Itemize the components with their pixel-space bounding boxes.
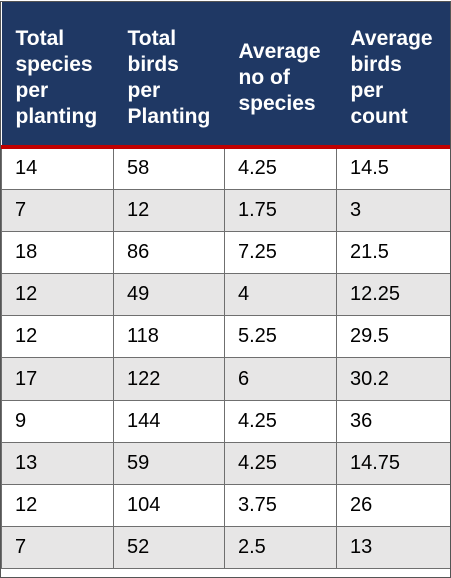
table-cell: 58 <box>113 146 225 190</box>
table-row: 7 12 1.75 3 <box>1 188 451 232</box>
table-cell: 144 <box>113 399 225 443</box>
table-cell: 21.5 <box>336 230 451 275</box>
table-cell: 14.75 <box>336 441 451 486</box>
header-line: count <box>350 105 408 128</box>
header-line: no of <box>238 66 290 89</box>
table-row: 17 122 6 30.2 <box>1 357 451 401</box>
table-header: Total species per planting Total birds p… <box>1 1 451 149</box>
header-line: Planting <box>127 105 211 128</box>
table-cell: 49 <box>113 273 225 317</box>
table-cell: 59 <box>113 441 225 486</box>
column-header-total-birds-per-planting: Total birds per Planting <box>113 1 225 149</box>
table-cell: 12 <box>1 483 114 528</box>
table-row: 9 144 4.25 36 <box>1 399 451 443</box>
column-header-average-no-of-species: Average no of species <box>224 1 337 149</box>
header-line: per <box>350 79 384 102</box>
table-cell: 4.25 <box>224 146 337 190</box>
header-line: Average <box>238 40 321 63</box>
table-row: 12 104 3.75 26 <box>1 483 451 528</box>
table-cell: 26 <box>336 483 451 528</box>
table-cell: 13 <box>1 441 114 486</box>
header-line: species <box>238 92 316 115</box>
table-cell: 12 <box>1 273 114 317</box>
header-line: Average <box>350 27 433 50</box>
table-body: 14 58 4.25 14.5 7 12 1.75 3 18 86 7.25 2… <box>1 146 451 570</box>
header-line: per <box>15 79 49 102</box>
table-row: 14 58 4.25 14.5 <box>1 146 451 190</box>
header-line: per <box>127 79 161 102</box>
table-cell: 4.25 <box>224 399 337 443</box>
table-cell: 6 <box>224 357 337 401</box>
header-line: birds <box>350 53 402 76</box>
table-cell: 5.25 <box>224 315 337 359</box>
column-header-total-species-per-planting: Total species per planting <box>1 1 114 149</box>
header-line: Total <box>15 27 65 50</box>
table-cell: 86 <box>113 230 225 275</box>
header-line: species <box>15 53 93 76</box>
table-cell: 7.25 <box>224 230 337 275</box>
table-row: 18 86 7.25 21.5 <box>1 230 451 275</box>
table-cell: 13 <box>336 526 451 570</box>
table-cell: 14.5 <box>336 146 451 190</box>
header-line: birds <box>127 53 179 76</box>
table-cell: 2.5 <box>224 526 337 570</box>
table-cell: 4 <box>224 273 337 317</box>
table-cell: 52 <box>113 526 225 570</box>
column-header-average-birds-per-count: Average birds per count <box>336 1 451 149</box>
header-line: Total <box>127 27 177 50</box>
table-cell: 7 <box>1 526 114 570</box>
table-cell: 7 <box>1 188 114 232</box>
table-row: 12 49 4 12.25 <box>1 273 451 317</box>
table-cell: 3.75 <box>224 483 337 528</box>
table-cell: 30.2 <box>336 357 451 401</box>
table-cell: 17 <box>1 357 114 401</box>
table-cell: 104 <box>113 483 225 528</box>
table-cell: 12 <box>1 315 114 359</box>
table-cell: 29.5 <box>336 315 451 359</box>
table-row: 7 52 2.5 13 <box>1 526 451 570</box>
table-cell: 9 <box>1 399 114 443</box>
table-cell: 122 <box>113 357 225 401</box>
table-cell: 3 <box>336 188 451 232</box>
table-cell: 36 <box>336 399 451 443</box>
table-row: 12 118 5.25 29.5 <box>1 315 451 359</box>
table-cell: 12 <box>113 188 225 232</box>
header-row: Total species per planting Total birds p… <box>1 1 451 149</box>
table-cell: 118 <box>113 315 225 359</box>
header-line: planting <box>15 105 98 128</box>
table-cell: 4.25 <box>224 441 337 486</box>
table-cell: 14 <box>1 146 114 190</box>
table-cell: 1.75 <box>224 188 337 232</box>
table-row: 13 59 4.25 14.75 <box>1 441 451 486</box>
table-cell: 12.25 <box>336 273 451 317</box>
table-cell: 18 <box>1 230 114 275</box>
